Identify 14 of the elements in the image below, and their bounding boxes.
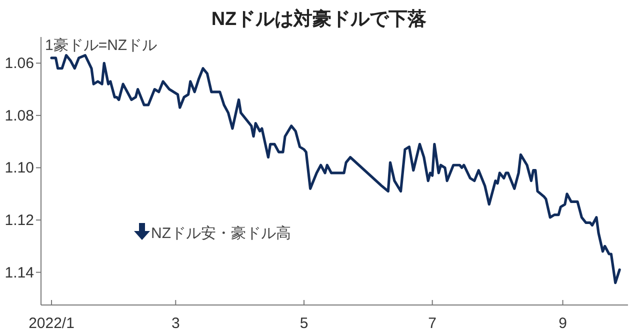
x-tick-label: 2022/1: [28, 315, 74, 332]
y-tick-label: 1.10: [4, 160, 34, 177]
y-tick-label: 1.12: [4, 212, 34, 230]
y-tick-label: 1.14: [4, 264, 34, 282]
x-tick-label: 7: [428, 315, 437, 332]
chart-title: NZドルは対豪ドルで下落: [211, 8, 427, 30]
y-tick-label: 1.08: [4, 107, 34, 124]
annotation: NZドル安・豪ドル高: [151, 225, 291, 242]
x-tick-label: 9: [558, 315, 567, 332]
y-axis-title: 1豪ドル=NZドル: [45, 37, 158, 54]
y-tick-label: 1.06: [4, 55, 34, 72]
x-tick-label: 5: [300, 315, 308, 332]
x-tick-label: 3: [171, 315, 180, 332]
line-series: [50, 54, 621, 284]
